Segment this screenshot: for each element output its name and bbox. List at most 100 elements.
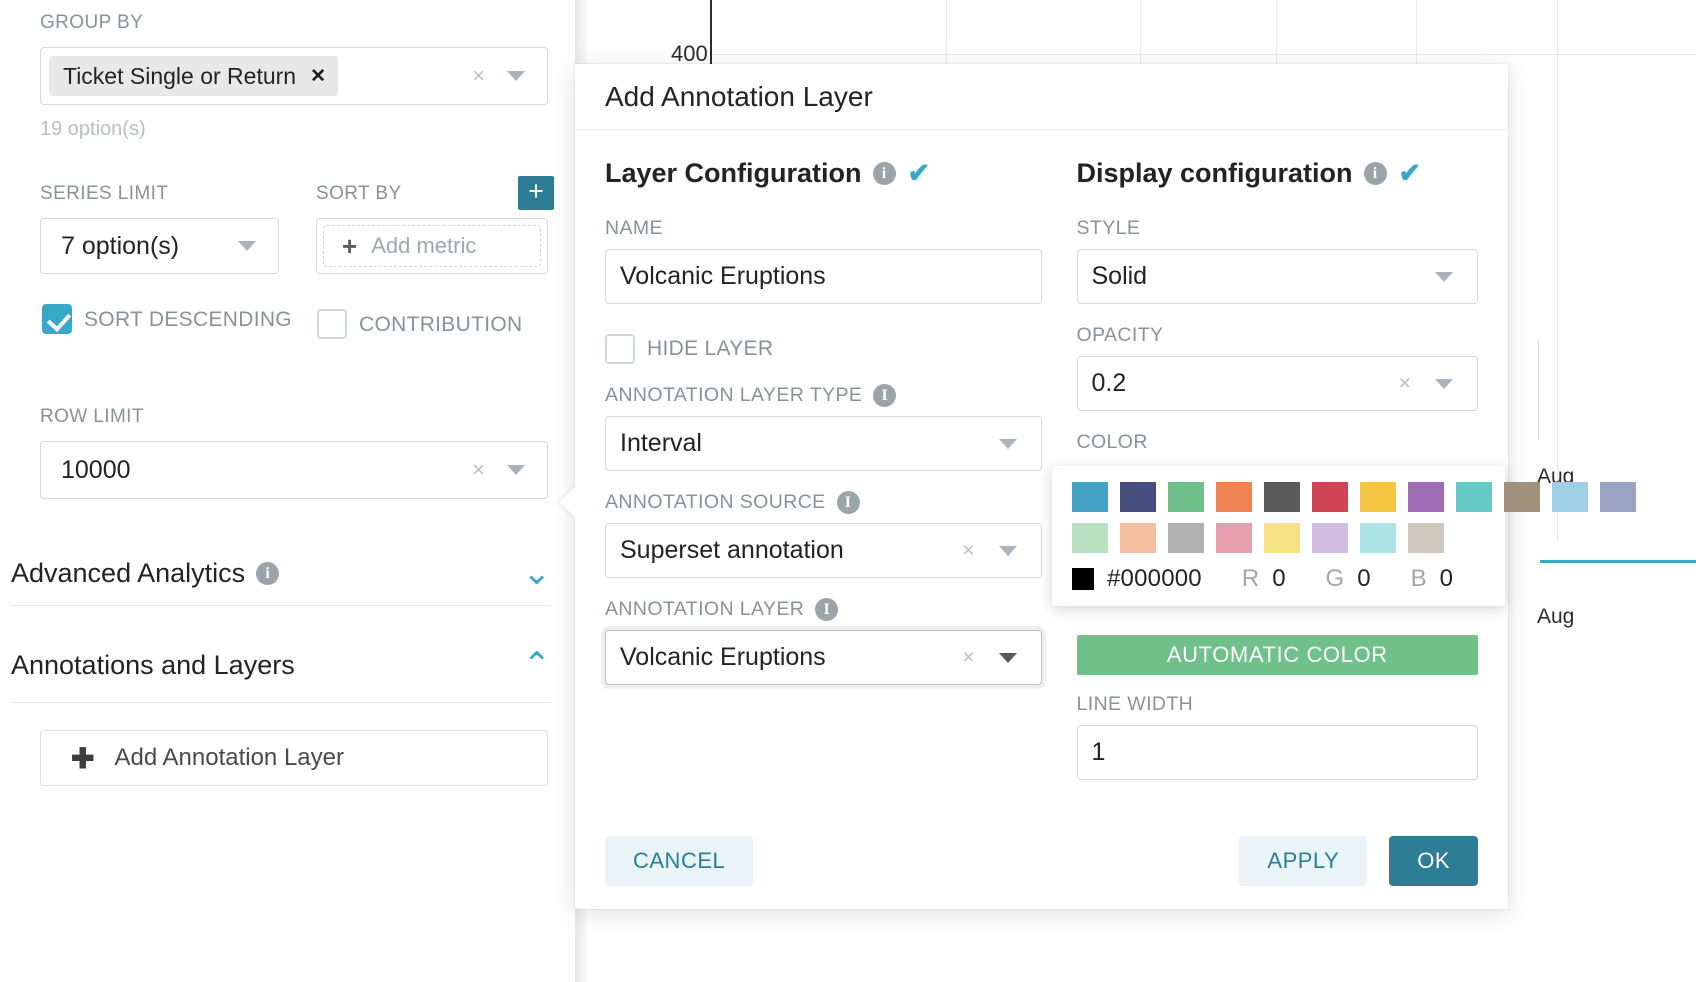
plus-icon: + bbox=[342, 230, 358, 261]
layer-configuration-column: Layer Configuration i ✔ NAME Volcanic Er… bbox=[605, 158, 1042, 813]
plus-icon: ✚ bbox=[71, 742, 95, 774]
color-swatch[interactable] bbox=[1552, 482, 1588, 512]
color-swatch[interactable] bbox=[1168, 523, 1204, 553]
color-swatch[interactable] bbox=[1216, 482, 1252, 512]
add-metric-label: Add metric bbox=[371, 233, 477, 258]
info-icon[interactable]: i bbox=[815, 598, 839, 621]
color-channel-b-value[interactable]: 0 bbox=[1439, 565, 1453, 592]
row-limit-label: ROW LIMIT bbox=[40, 406, 144, 427]
annotation-layer-select[interactable]: Volcanic Eruptions × bbox=[605, 630, 1042, 685]
group-by-tag-label: Ticket Single or Return bbox=[63, 62, 297, 89]
color-channel-g: G 0 bbox=[1326, 565, 1371, 593]
add-metric-button[interactable]: + Add metric bbox=[323, 225, 541, 267]
opacity-select[interactable]: 0.2 × bbox=[1076, 356, 1478, 411]
info-icon[interactable]: i bbox=[872, 162, 896, 185]
contribution-checkbox[interactable] bbox=[317, 309, 347, 339]
color-swatch[interactable] bbox=[1360, 482, 1396, 512]
annotation-source-value: Superset annotation bbox=[620, 536, 844, 564]
color-swatch[interactable] bbox=[1120, 523, 1156, 553]
layer-configuration-title: Layer Configuration bbox=[605, 158, 862, 188]
chevron-down-icon[interactable] bbox=[998, 438, 1017, 449]
color-label: COLOR bbox=[1076, 431, 1148, 453]
chevron-down-icon[interactable] bbox=[1435, 271, 1453, 282]
name-label: NAME bbox=[605, 217, 663, 239]
color-swatch[interactable] bbox=[1312, 482, 1348, 512]
color-swatch[interactable] bbox=[1168, 482, 1204, 512]
color-swatch[interactable] bbox=[1072, 482, 1108, 512]
annotation-source-select[interactable]: Superset annotation × bbox=[605, 523, 1042, 578]
chevron-down-icon[interactable] bbox=[1435, 378, 1453, 389]
group-by-select[interactable]: Ticket Single or Return ✕ × bbox=[40, 47, 548, 105]
info-icon[interactable]: i bbox=[873, 384, 897, 407]
name-field-group: NAME Volcanic Eruptions bbox=[605, 217, 1042, 304]
chevron-down-icon[interactable] bbox=[998, 652, 1017, 663]
add-sort-by-button[interactable]: + bbox=[518, 176, 554, 210]
current-color-chip bbox=[1072, 568, 1094, 590]
style-select[interactable]: Solid bbox=[1076, 249, 1478, 304]
name-input[interactable]: Volcanic Eruptions bbox=[605, 249, 1042, 304]
chevron-down-icon[interactable] bbox=[998, 545, 1017, 556]
opacity-value: 0.2 bbox=[1091, 369, 1127, 397]
annotation-layer-type-select[interactable]: Interval bbox=[605, 416, 1042, 471]
color-swatch[interactable] bbox=[1120, 482, 1156, 512]
clear-icon[interactable]: × bbox=[472, 457, 485, 482]
line-width-label: LINE WIDTH bbox=[1076, 693, 1194, 715]
modal-body: Layer Configuration i ✔ NAME Volcanic Er… bbox=[575, 130, 1508, 813]
sort-descending-label: SORT DESCENDING bbox=[84, 308, 292, 331]
info-icon[interactable]: i bbox=[836, 491, 860, 514]
color-channel-r-label: R bbox=[1241, 565, 1260, 592]
color-swatch[interactable] bbox=[1360, 523, 1396, 553]
color-swatch[interactable] bbox=[1312, 523, 1348, 553]
automatic-color-button[interactable]: AUTOMATIC COLOR bbox=[1076, 635, 1478, 675]
series-limit-select[interactable]: 7 option(s) bbox=[40, 218, 279, 274]
line-width-input[interactable]: 1 bbox=[1076, 725, 1478, 780]
hide-layer-checkbox[interactable] bbox=[605, 334, 635, 364]
close-icon[interactable]: ✕ bbox=[310, 65, 326, 87]
display-configuration-column: Display configuration i ✔ STYLE Solid OP… bbox=[1042, 158, 1479, 813]
info-icon[interactable]: i bbox=[1363, 162, 1387, 185]
chevron-down-icon[interactable] bbox=[507, 465, 525, 475]
footer-right-actions: APPLY OK bbox=[1239, 836, 1478, 886]
hide-layer-checkbox-row[interactable]: HIDE LAYER bbox=[605, 334, 1042, 364]
color-swatch[interactable] bbox=[1264, 482, 1300, 512]
chevron-down-icon[interactable]: ⌄ bbox=[522, 554, 552, 593]
clear-icon[interactable]: × bbox=[1398, 372, 1411, 395]
sort-descending-checkbox-row[interactable]: SORT DESCENDING bbox=[42, 304, 292, 337]
clear-icon[interactable]: × bbox=[472, 63, 485, 88]
chevron-up-icon[interactable]: ⌃ bbox=[522, 646, 552, 684]
advanced-analytics-section-header[interactable]: Advanced Analytics i ⌄ bbox=[11, 554, 552, 606]
color-swatch[interactable] bbox=[1504, 482, 1540, 512]
color-swatch[interactable] bbox=[1408, 523, 1444, 553]
color-channel-g-value[interactable]: 0 bbox=[1357, 565, 1371, 592]
chevron-down-icon[interactable] bbox=[238, 241, 256, 251]
opacity-field-group: OPACITY 0.2 × bbox=[1076, 324, 1478, 411]
color-swatch[interactable] bbox=[1216, 523, 1252, 553]
row-limit-select[interactable]: 10000 × bbox=[40, 441, 548, 499]
color-swatch[interactable] bbox=[1600, 482, 1636, 512]
color-channel-r-value[interactable]: 0 bbox=[1272, 565, 1286, 592]
sort-descending-checkbox[interactable] bbox=[42, 304, 72, 334]
cancel-button[interactable]: CANCEL bbox=[605, 836, 754, 886]
contribution-checkbox-row[interactable]: CONTRIBUTION bbox=[317, 309, 522, 342]
color-swatch[interactable] bbox=[1072, 523, 1108, 553]
add-annotation-layer-button[interactable]: ✚ Add Annotation Layer bbox=[40, 730, 548, 786]
color-hex-value[interactable]: #000000 bbox=[1107, 565, 1202, 592]
color-swatch[interactable] bbox=[1456, 482, 1492, 512]
display-configuration-heading: Display configuration i ✔ bbox=[1077, 158, 1479, 189]
clear-icon[interactable]: × bbox=[962, 539, 975, 562]
group-by-helper-text: 19 option(s) bbox=[40, 118, 146, 140]
apply-button[interactable]: APPLY bbox=[1239, 836, 1368, 886]
ok-button[interactable]: OK bbox=[1389, 836, 1478, 886]
annotation-source-label: ANNOTATION SOURCE i bbox=[605, 491, 1042, 514]
chevron-down-icon[interactable] bbox=[507, 71, 525, 81]
annotations-and-layers-section-header[interactable]: Annotations and Layers ⌃ bbox=[11, 645, 551, 703]
color-swatch[interactable] bbox=[1408, 482, 1444, 512]
group-by-tag[interactable]: Ticket Single or Return ✕ bbox=[49, 56, 338, 96]
chart-series-line-right bbox=[1540, 560, 1696, 563]
color-swatch[interactable] bbox=[1264, 523, 1300, 553]
clear-icon[interactable]: × bbox=[962, 646, 975, 669]
sort-by-select[interactable]: + Add metric bbox=[316, 218, 548, 274]
annotation-source-label-text: ANNOTATION SOURCE bbox=[605, 491, 826, 513]
info-icon[interactable]: i bbox=[256, 562, 280, 585]
modal-title: Add Annotation Layer bbox=[605, 80, 873, 112]
